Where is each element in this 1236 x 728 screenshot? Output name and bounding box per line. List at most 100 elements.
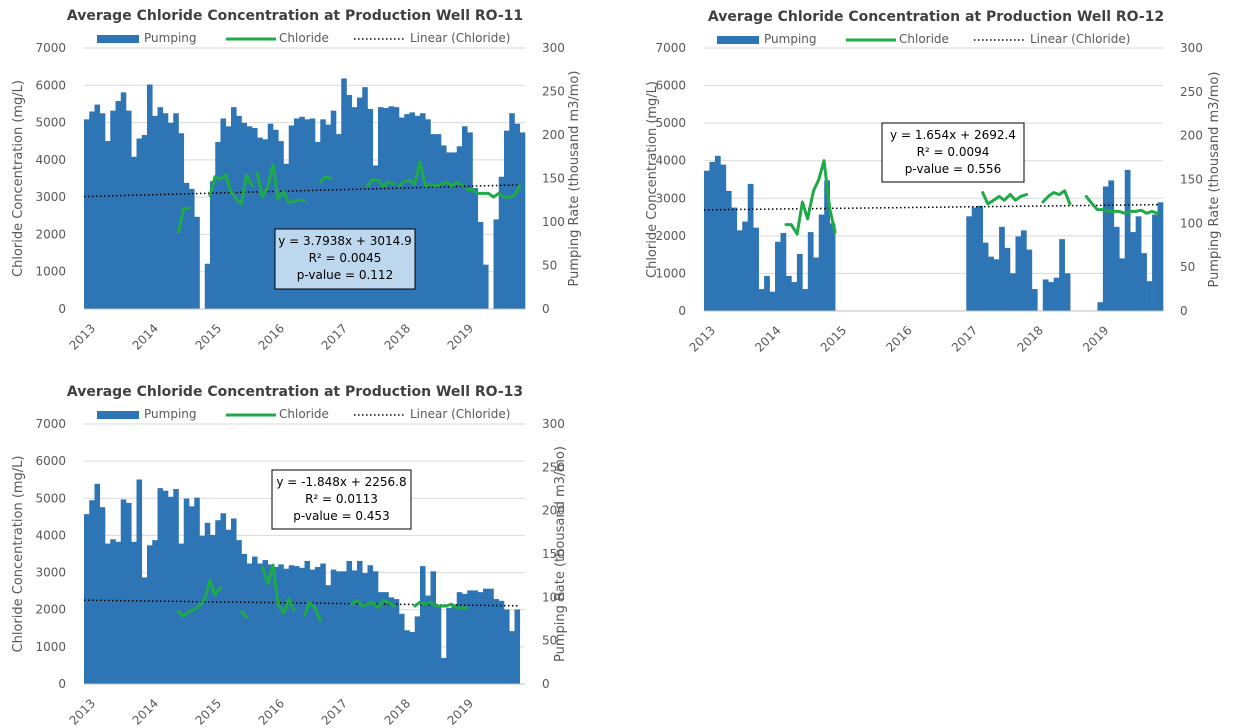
regression-box-frame — [274, 228, 416, 290]
pumping-bar — [152, 115, 158, 309]
pumping-bar — [204, 522, 211, 684]
pumping-bar — [225, 126, 232, 309]
x-tick-label: 2015 — [818, 323, 849, 354]
pumping-bar — [215, 141, 221, 309]
pumping-bar — [388, 597, 395, 684]
pumping-bar — [1097, 302, 1104, 311]
pumping-bar — [514, 609, 521, 684]
regression-line-1: y = 1.654x + 2692.4 — [890, 128, 1016, 142]
pumping-bar — [105, 141, 111, 309]
pumping-bar — [404, 114, 410, 310]
trend-line — [83, 599, 520, 607]
pumping-bar — [152, 540, 158, 684]
pumping-bar — [488, 588, 494, 684]
x-tick-label: 2014 — [752, 323, 783, 354]
pumping-bar — [785, 275, 792, 311]
pumping-bar — [791, 282, 798, 311]
legend-label-pumping: Pumping — [144, 407, 197, 421]
chloride-line — [1084, 194, 1160, 215]
pumping-bar — [435, 605, 442, 684]
pumping-bar — [1130, 232, 1136, 311]
pumping-bar — [225, 529, 232, 684]
chart-title: Average Chloride Concentration at Produc… — [67, 384, 523, 400]
pumping-bar — [204, 263, 211, 309]
pumping-bar — [467, 132, 473, 309]
pumping-bar — [714, 155, 721, 311]
pumping-bar — [262, 139, 269, 309]
pumping-bar — [704, 170, 710, 311]
pumping-bar — [725, 190, 732, 311]
x-tick-label: 2018 — [382, 696, 413, 727]
pumping-bar — [220, 118, 227, 309]
pumping-bar — [89, 500, 95, 684]
pumping-bar — [451, 604, 458, 684]
legend-label-trend: Linear (Chloride) — [410, 31, 510, 45]
pumping-bar — [764, 275, 770, 311]
pumping-bar — [126, 502, 132, 684]
pumping-bar — [388, 106, 395, 309]
legend: Pumping Chloride Linear (Chloride) — [717, 32, 1130, 46]
pumping-bar — [462, 593, 468, 684]
pumping-bar — [309, 569, 316, 684]
pumping-bar — [731, 207, 738, 311]
y2-tick-label: 200 — [1180, 129, 1203, 143]
pumping-bar — [147, 545, 153, 684]
y2-tick-label: 200 — [542, 128, 565, 142]
legend-label-chloride: Chloride — [279, 407, 329, 421]
y2-axis-title: Pumping Rate (thousand m3/mo) — [553, 446, 568, 662]
pumping-bar — [519, 132, 526, 309]
chloride-line — [208, 173, 254, 206]
pumping-bar — [414, 115, 421, 309]
y-tick-label: 3000 — [35, 190, 66, 204]
pumping-bar — [141, 577, 148, 684]
pumping-bar — [278, 141, 284, 309]
chart-ro-12: Average Chloride Concentration at Produc… — [645, 9, 1222, 355]
pumping-bar — [84, 119, 90, 309]
regression-line-3: p-value = 0.453 — [293, 509, 389, 523]
pumping-bar — [115, 541, 122, 684]
pumping-bar — [252, 556, 258, 684]
trend-line — [703, 203, 1158, 211]
pumping-bar — [241, 554, 248, 684]
pumping-bar — [1102, 186, 1109, 311]
pumping-bar — [477, 592, 484, 684]
y2-tick-label: 0 — [1180, 304, 1188, 318]
pumping-bar — [966, 216, 973, 311]
pumping-bar — [299, 116, 305, 309]
regression-line-1: y = -1.848x + 2256.8 — [276, 475, 406, 489]
pumping-bar — [136, 479, 143, 684]
x-tick-label: 2016 — [256, 696, 287, 727]
pumping-bar — [157, 107, 164, 309]
legend-label-chloride: Chloride — [279, 31, 329, 45]
pumping-bar — [362, 573, 368, 684]
pumping-bar — [818, 214, 825, 311]
pumping-bar — [807, 232, 814, 311]
pumping-bar — [736, 230, 743, 311]
pumping-bar — [252, 128, 258, 309]
pumping-bar — [315, 141, 321, 309]
pumping-bar — [1026, 249, 1033, 311]
x-tick-label: 2016 — [256, 321, 287, 352]
pumping-bar — [1124, 169, 1131, 311]
pumping-bar — [383, 108, 389, 309]
x-tick-label: 2015 — [193, 321, 224, 352]
pumping-bar — [262, 560, 269, 684]
pumping-bar — [189, 188, 195, 309]
pumping-bar — [472, 188, 479, 309]
x-tick-label: 2017 — [949, 323, 980, 354]
pumping-bar — [404, 630, 410, 684]
pumping-bar — [330, 110, 337, 309]
pumping-bar — [399, 613, 405, 684]
chloride-line — [318, 175, 333, 184]
y-tick-label: 2000 — [35, 227, 66, 241]
pumping-bar — [115, 101, 122, 309]
y-tick-label: 2000 — [655, 229, 686, 243]
pumping-bar — [94, 483, 101, 684]
y-tick-label: 7000 — [35, 41, 66, 55]
pumping-bar — [1004, 247, 1011, 311]
pumping-bar — [977, 205, 983, 311]
chloride-line — [981, 191, 1029, 206]
pumping-bar — [126, 110, 132, 309]
regression-box: y = -1.848x + 2256.8 R² = 0.0113 p-value =… — [271, 469, 412, 530]
pumping-bar — [1042, 279, 1049, 311]
